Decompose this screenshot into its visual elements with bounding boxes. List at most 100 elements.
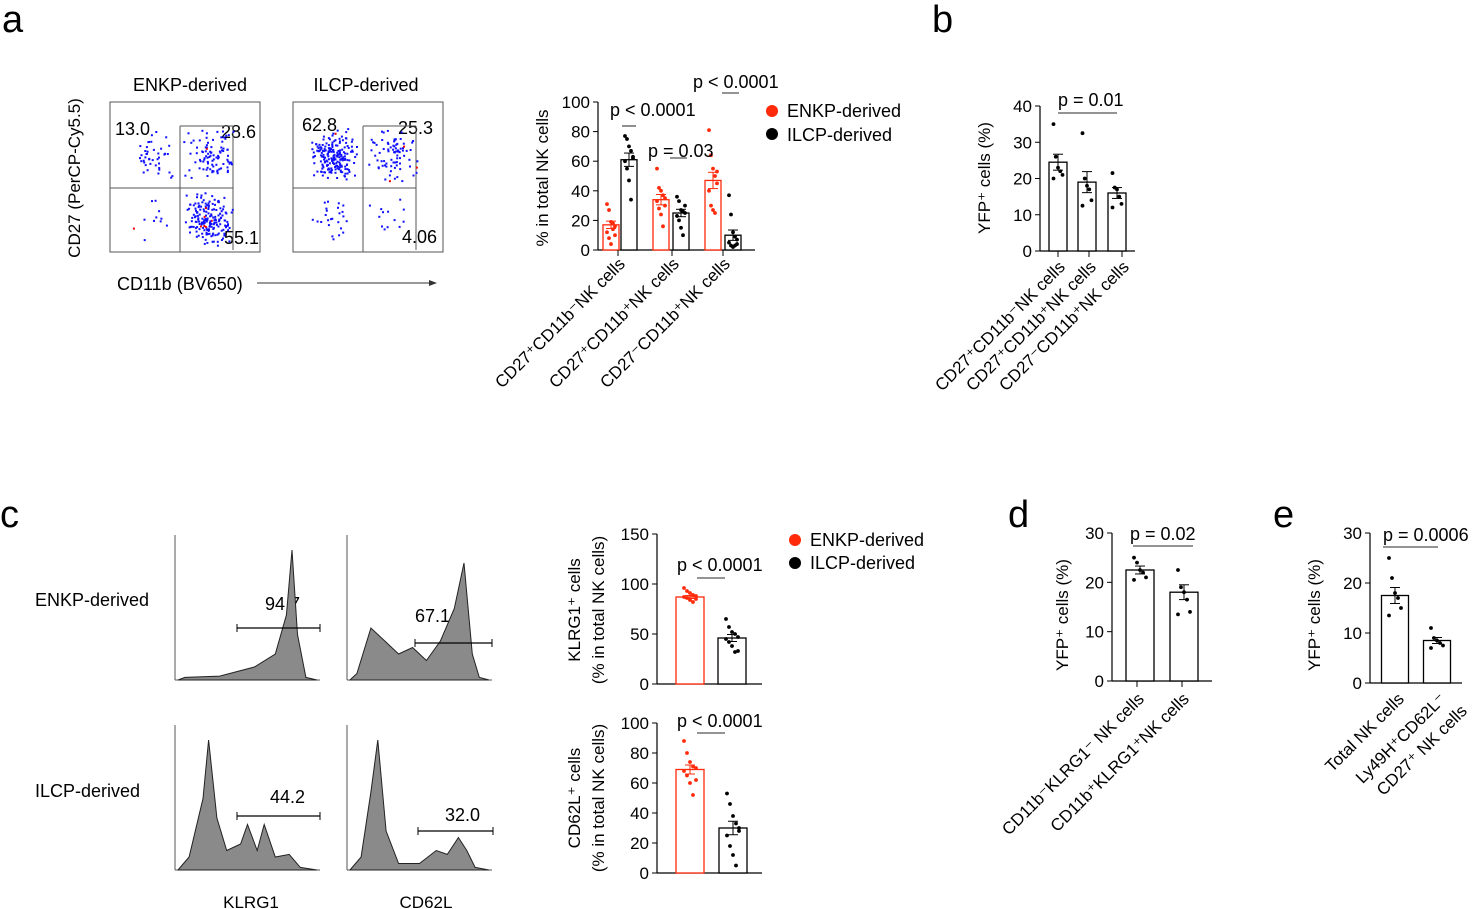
event-dot (312, 151, 315, 154)
event-dot (345, 137, 348, 140)
event-dot (316, 145, 319, 148)
event-dot (383, 160, 386, 163)
data-point (694, 594, 698, 598)
event-dot (170, 176, 173, 179)
event-dot (189, 225, 192, 228)
event-dot (168, 171, 171, 174)
event-dot (339, 170, 342, 173)
event-dot (151, 200, 153, 203)
event-dot (335, 144, 337, 147)
event-dot (188, 169, 191, 172)
data-point (1058, 169, 1063, 174)
data-point (729, 212, 733, 217)
event-dot (337, 206, 339, 209)
legend-marker-enkp (789, 534, 801, 546)
event-dot (214, 219, 217, 222)
event-dot (183, 141, 186, 144)
data-point (1138, 568, 1142, 572)
event-dot (324, 160, 326, 163)
event-dot (324, 156, 327, 159)
data-point (1082, 176, 1087, 181)
data-point (611, 227, 615, 232)
event-dot (316, 149, 319, 152)
event-dot (197, 218, 200, 221)
flow-x-label: CD11b (BV650) (117, 274, 243, 294)
y-tick-label: 100 (562, 93, 590, 112)
event-dot (227, 160, 230, 163)
event-dot (214, 234, 217, 237)
event-dot (150, 134, 153, 137)
data-point (1060, 172, 1065, 177)
event-dot (205, 220, 208, 223)
event-dot (330, 148, 333, 150)
data-point (737, 829, 741, 833)
event-dot (203, 224, 206, 227)
data-point (1053, 154, 1058, 159)
event-dot (394, 161, 397, 164)
event-dot (344, 165, 347, 168)
event-dot (338, 161, 341, 164)
event-dot (215, 163, 218, 166)
event-dot (196, 146, 198, 149)
y-tick-label: 150 (621, 525, 649, 544)
y-tick-label: 80 (630, 744, 649, 763)
event-dot (314, 155, 316, 158)
y-tick-label: 100 (621, 714, 649, 733)
event-dot (339, 169, 342, 172)
data-point (1110, 171, 1115, 175)
event-dot (323, 158, 325, 161)
event-dot (353, 162, 356, 164)
event-dot (203, 158, 206, 161)
data-point (715, 169, 719, 174)
event-dot (207, 204, 210, 207)
event-dot (198, 204, 201, 207)
event-dot (158, 156, 160, 159)
event-dot (311, 218, 314, 221)
event-dot (338, 137, 341, 140)
event-dot (343, 158, 346, 161)
data-point (663, 203, 667, 208)
event-dot (387, 150, 390, 153)
event-dot (399, 147, 402, 150)
event-dot (217, 154, 220, 157)
event-dot (381, 225, 383, 228)
event-dot (201, 217, 204, 220)
legend-label-ilcp: ILCP-derived (787, 125, 892, 145)
event-dot (343, 155, 346, 158)
event-dot (370, 138, 373, 141)
bar (620, 159, 638, 251)
event-dot (212, 154, 215, 157)
data-point (688, 760, 692, 764)
event-dot (151, 159, 154, 162)
data-point (733, 632, 737, 636)
event-dot (332, 132, 335, 135)
event-dot (332, 148, 335, 151)
data-point (691, 793, 695, 797)
event-dot (325, 142, 328, 145)
histogram-ilcp-cd62l: 32.0 (346, 725, 494, 871)
event-dot (203, 221, 206, 224)
event-dot (223, 196, 226, 199)
data-point (731, 814, 735, 818)
event-dot (390, 158, 393, 161)
event-dot (220, 167, 223, 170)
data-point (1080, 203, 1085, 208)
event-dot (225, 226, 227, 229)
event-dot (227, 154, 229, 157)
legend-marker-ilcp (766, 128, 778, 140)
histogram-ilcp-klrg1: 44.2 (174, 725, 321, 871)
event-dot (402, 147, 404, 150)
hist-x-label-klrg1: KLRG1 (223, 893, 279, 909)
y-tick-label: 40 (1013, 97, 1032, 116)
bar (652, 199, 670, 251)
event-dot (218, 150, 221, 153)
event-dot (324, 214, 327, 216)
event-dot (225, 225, 228, 227)
event-dot (217, 232, 220, 235)
event-dot (198, 223, 201, 225)
bar-chart-c-cd62l: 0 20 40 60 80 100 CD62L⁺ cells (% in total NK c… (565, 711, 763, 883)
event-dot (408, 158, 411, 161)
event-dot (203, 215, 206, 218)
event-dot (207, 208, 210, 210)
event-dot (385, 162, 388, 165)
